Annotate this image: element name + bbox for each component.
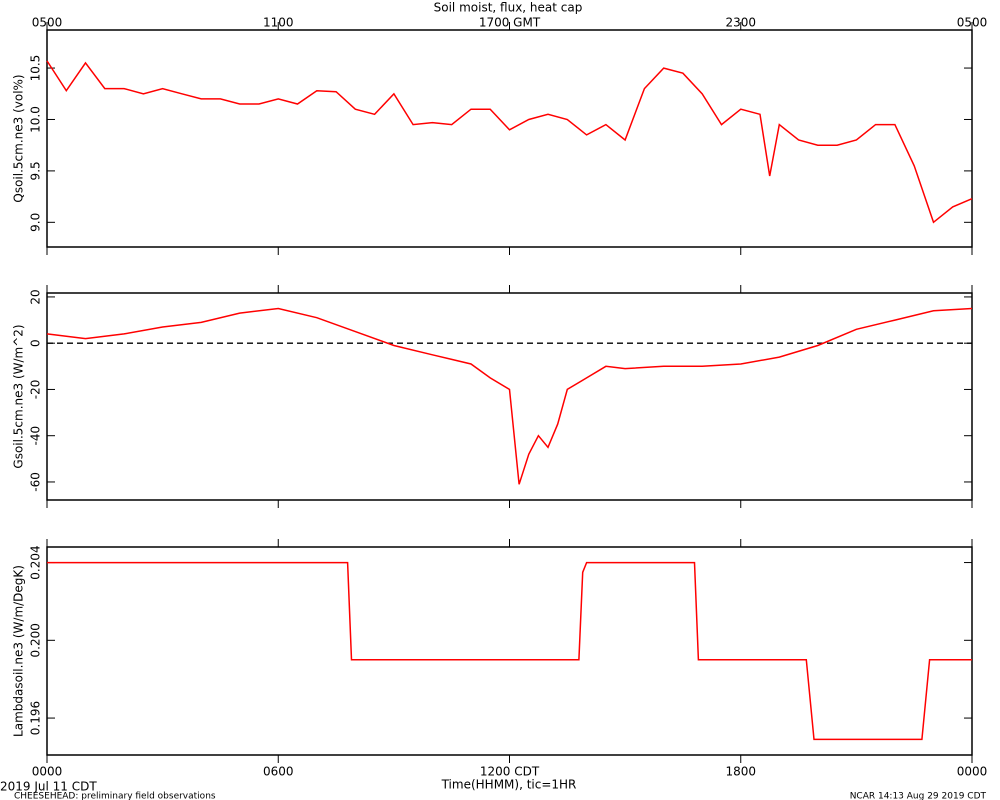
- y-tick-label: 20: [29, 289, 43, 304]
- y-tick-label: 9.5: [29, 161, 43, 180]
- x-tick-label: 0600: [263, 765, 294, 779]
- y-axis-label: Gsoil.5cm.ne3 (W/m^2): [12, 324, 26, 468]
- y-tick-label: 0.200: [29, 623, 43, 657]
- data-line: [46, 307, 973, 485]
- y-tick-label: 10.5: [29, 55, 43, 82]
- x-tick-label: 0000: [32, 765, 63, 779]
- x2-tick-label: 0500: [957, 16, 988, 30]
- plot-frame: [46, 546, 973, 756]
- footer-date: 2019 Jul 11 CDT: [0, 780, 97, 794]
- y-tick-label: 0: [29, 339, 43, 347]
- y-tick-label: 0.204: [29, 545, 43, 579]
- y-tick-label: 10.0: [29, 106, 43, 133]
- x2-tick-label: 2300: [725, 16, 756, 30]
- y-axis-label: Lambdasoil.ne3 (W/m/DegK): [12, 565, 26, 737]
- footer-credit: NCAR 14:13 Aug 29 2019 CDT: [850, 792, 987, 800]
- y-tick-label: -40: [29, 426, 43, 446]
- y-tick-label: 0.196: [29, 701, 43, 735]
- plot-frame: [46, 29, 973, 248]
- y-axis-label: Qsoil.5cm.ne3 (vol%): [12, 74, 26, 202]
- x2-tick-label: 1100: [263, 16, 294, 30]
- x-tick-label: 0000: [957, 765, 988, 779]
- y-tick-label: 9.0: [29, 213, 43, 232]
- x-tick-label: 1200 CDT: [480, 765, 540, 779]
- data-line: [46, 60, 973, 224]
- x-axis-label: Time(HHMM), tic=1HR: [441, 778, 577, 792]
- x2-tick-label: 1700 GMT: [479, 16, 541, 30]
- y-tick-label: -60: [29, 472, 43, 492]
- x-tick-label: 1800: [725, 765, 756, 779]
- x2-tick-label: 0500: [32, 16, 63, 30]
- footer-project: CHEESEHEAD: preliminary field observatio…: [14, 792, 216, 800]
- chart-title: Soil moist, flux, heat cap: [434, 1, 583, 15]
- data-line: [47, 561, 972, 741]
- y-tick-label: -20: [29, 380, 43, 400]
